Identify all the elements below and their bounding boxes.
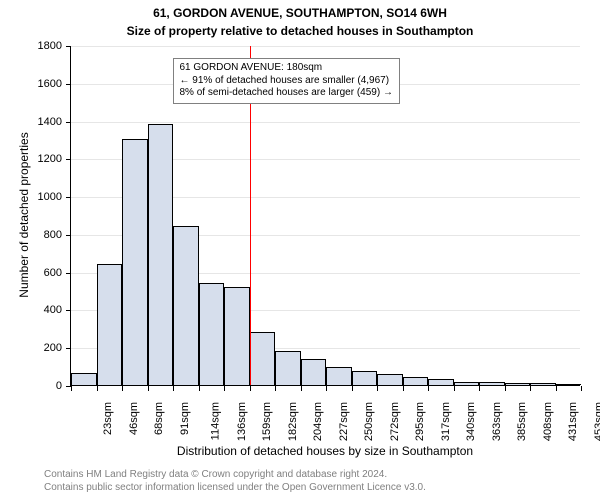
x-tick-label: 159sqm (261, 402, 273, 441)
x-tick (479, 386, 480, 391)
x-tick-label: 114sqm (209, 402, 221, 440)
annotation-line2: ← 91% of detached houses are smaller (4,… (180, 75, 390, 86)
histogram-bar (377, 374, 403, 385)
x-tick (301, 386, 302, 391)
x-tick-label: 385sqm (516, 402, 528, 441)
x-tick-label: 46sqm (128, 402, 140, 435)
y-tick (66, 273, 71, 274)
caption-line1: Contains HM Land Registry data © Crown c… (44, 469, 387, 480)
histogram-bar (479, 382, 505, 385)
x-tick (71, 386, 72, 391)
x-tick (199, 386, 200, 391)
x-tick-label: 453sqm (593, 402, 600, 441)
annotation-box: 61 GORDON AVENUE: 180sqm ← 91% of detache… (173, 58, 400, 104)
x-tick (326, 386, 327, 391)
x-tick-label: 250sqm (363, 402, 375, 441)
chart-title-line2: Size of property relative to detached ho… (0, 24, 600, 38)
x-tick (224, 386, 225, 391)
x-tick (97, 386, 98, 391)
x-tick (275, 386, 276, 391)
histogram-bar (428, 379, 454, 385)
x-tick (454, 386, 455, 391)
y-tick-label: 600 (44, 267, 62, 279)
caption: Contains HM Land Registry data © Crown c… (44, 469, 426, 494)
y-tick-label: 1600 (38, 78, 62, 90)
x-tick-label: 91sqm (179, 402, 191, 435)
x-tick-label: 136sqm (236, 402, 248, 441)
histogram-bar (148, 124, 174, 385)
histogram-bar (505, 383, 531, 385)
x-tick-label: 23sqm (102, 402, 114, 435)
histogram-bar (301, 359, 327, 385)
y-tick (66, 122, 71, 123)
x-tick-label: 272sqm (389, 402, 401, 441)
annotation-line1: 61 GORDON AVENUE: 180sqm (180, 62, 323, 73)
x-tick-label: 227sqm (338, 402, 350, 441)
y-tick (66, 84, 71, 85)
x-tick-label: 431sqm (567, 402, 579, 441)
caption-line2: Contains public sector information licen… (44, 482, 426, 493)
x-tick (530, 386, 531, 391)
y-tick (66, 235, 71, 236)
x-tick (581, 386, 582, 391)
x-tick (352, 386, 353, 391)
histogram-bar (326, 367, 352, 385)
histogram-bar (122, 139, 148, 385)
x-axis-label: Distribution of detached houses by size … (70, 444, 580, 458)
y-tick (66, 46, 71, 47)
y-tick-label: 200 (44, 342, 62, 354)
histogram-bar (97, 264, 123, 385)
x-tick (556, 386, 557, 391)
x-tick (173, 386, 174, 391)
x-tick (428, 386, 429, 391)
y-tick-label: 800 (44, 229, 62, 241)
x-tick (403, 386, 404, 391)
y-gridline (71, 122, 580, 123)
y-tick-label: 1400 (38, 116, 62, 128)
y-tick-label: 1200 (38, 153, 62, 165)
histogram-bar (71, 373, 97, 385)
y-gridline (71, 46, 580, 47)
x-tick-label: 363sqm (491, 402, 503, 441)
histogram-bar (403, 377, 429, 385)
x-tick-label: 204sqm (312, 402, 324, 441)
histogram-bar (224, 287, 250, 385)
y-tick-label: 400 (44, 304, 62, 316)
x-tick-label: 295sqm (414, 402, 426, 441)
x-tick-label: 408sqm (542, 402, 554, 441)
y-tick-label: 1000 (38, 191, 62, 203)
x-tick-label: 68sqm (153, 402, 165, 435)
y-tick (66, 197, 71, 198)
x-tick (122, 386, 123, 391)
histogram-bar (199, 283, 225, 385)
y-tick (66, 348, 71, 349)
x-tick (250, 386, 251, 391)
y-axis-label: Number of detached properties (17, 45, 31, 385)
annotation-line3: 8% of semi-detached houses are larger (4… (180, 87, 393, 98)
histogram-bar (275, 351, 301, 385)
histogram-bar (250, 332, 276, 385)
x-tick-label: 182sqm (287, 402, 299, 441)
y-tick-label: 1800 (38, 40, 62, 52)
histogram-bar (173, 226, 199, 385)
plot-area: 02004006008001000120014001600180023sqm46… (70, 46, 580, 386)
y-tick (66, 310, 71, 311)
y-tick (66, 159, 71, 160)
y-tick-label: 0 (56, 380, 62, 392)
histogram-bar (454, 382, 480, 385)
histogram-bar (556, 384, 582, 385)
x-tick-label: 317sqm (440, 402, 452, 441)
x-tick (505, 386, 506, 391)
x-tick (377, 386, 378, 391)
x-tick-label: 340sqm (465, 402, 477, 441)
chart-title-line1: 61, GORDON AVENUE, SOUTHAMPTON, SO14 6WH (0, 6, 600, 20)
histogram-bar (352, 371, 378, 385)
histogram-bar (530, 383, 556, 385)
x-tick (148, 386, 149, 391)
